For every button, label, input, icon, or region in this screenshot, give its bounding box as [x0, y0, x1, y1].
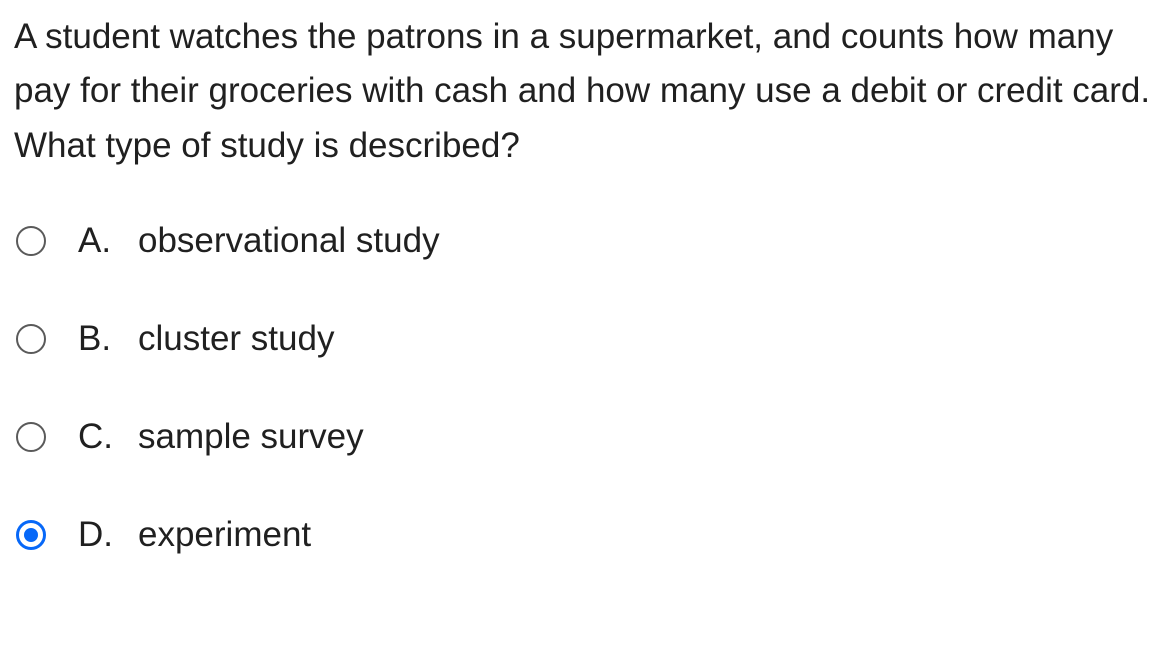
option-c-label: C. sample survey	[78, 417, 364, 457]
radio-d[interactable]	[16, 520, 46, 550]
option-d[interactable]: D. experiment	[16, 515, 1162, 555]
option-d-letter: D.	[78, 515, 116, 555]
radio-a[interactable]	[16, 226, 46, 256]
radio-b[interactable]	[16, 324, 46, 354]
option-a-text: observational study	[138, 221, 440, 261]
option-b-letter: B.	[78, 319, 116, 359]
option-a[interactable]: A. observational study	[16, 221, 1162, 261]
option-d-text: experiment	[138, 515, 311, 555]
option-b-label: B. cluster study	[78, 319, 334, 359]
radio-c[interactable]	[16, 422, 46, 452]
options-container: A. observational study B. cluster study …	[14, 221, 1162, 555]
option-a-letter: A.	[78, 221, 116, 261]
option-d-label: D. experiment	[78, 515, 311, 555]
question-text: A student watches the patrons in a super…	[14, 10, 1162, 173]
option-a-label: A. observational study	[78, 221, 440, 261]
option-b-text: cluster study	[138, 319, 334, 359]
option-b[interactable]: B. cluster study	[16, 319, 1162, 359]
option-c-text: sample survey	[138, 417, 364, 457]
option-c[interactable]: C. sample survey	[16, 417, 1162, 457]
option-c-letter: C.	[78, 417, 116, 457]
